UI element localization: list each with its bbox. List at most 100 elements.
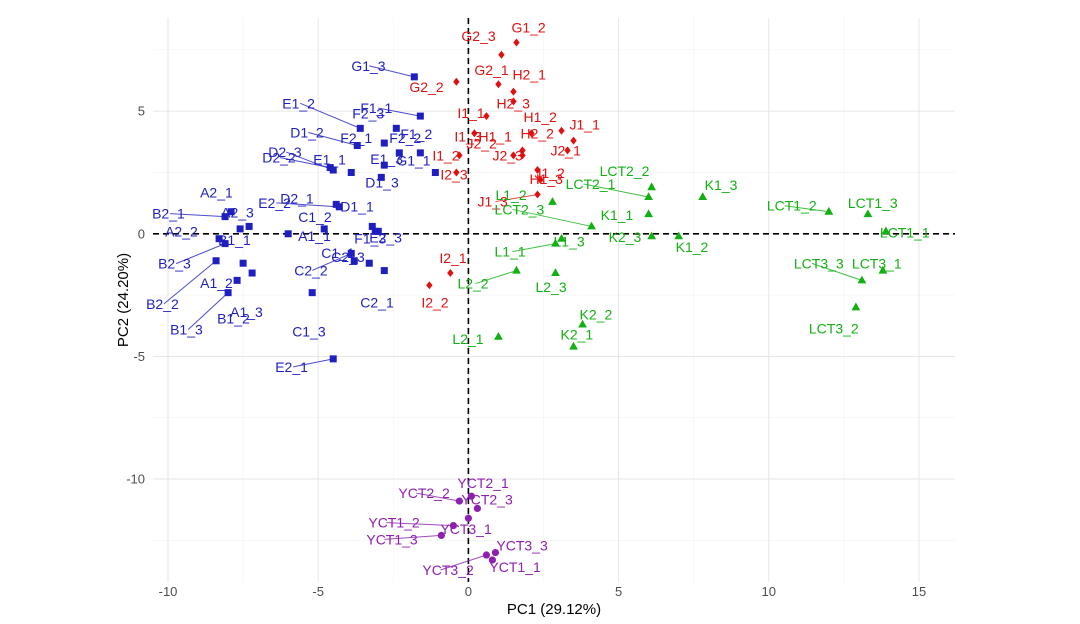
point-label-d2-1: D2_1 — [280, 190, 314, 206]
point-lct1-1 — [881, 226, 891, 235]
point-labels: A1_1 A1_2 A1_3 A2_1 A2_2 A2_3 B1_1 B1_2 B1_3 B2_1… — [146, 20, 930, 579]
point-label-b2-3: B2_3 — [158, 256, 191, 272]
point-k2-3 — [647, 231, 657, 240]
y-tick-label: -5 — [133, 349, 145, 364]
point-label-yct2-1: YCT2_1 — [457, 475, 509, 491]
point-a2-2 — [215, 235, 223, 243]
point-lct3-2 — [851, 302, 861, 311]
point-f2-2 — [395, 149, 403, 157]
x-tick-label: 5 — [615, 584, 622, 599]
point-j1-1 — [570, 136, 577, 145]
point-label-c1-3: C1_3 — [292, 324, 326, 340]
point-f2-3 — [392, 124, 400, 132]
point-label-j1-3: J1_3 — [477, 194, 508, 210]
leader-line — [300, 102, 361, 129]
point-e2-1 — [329, 355, 337, 363]
point-i2-1 — [447, 269, 454, 278]
point-label-h2-3: H2_3 — [496, 95, 530, 111]
point-label-l1-3: L1_3 — [554, 234, 585, 250]
point-label-lct1-1: LCT1_1 — [880, 224, 930, 240]
point-label-f2-1: F2_1 — [340, 130, 372, 146]
axis-ticks: -10 -5 0 5 10 15 -10 -5 0 5 — [126, 104, 926, 599]
point-f1-2 — [416, 149, 424, 157]
point-yct1-2 — [449, 522, 457, 530]
point-b2-3 — [221, 240, 229, 248]
point-l2-2 — [512, 265, 521, 274]
point-yct1-3 — [437, 531, 445, 540]
point-label-j1-2: J1_2 — [534, 165, 565, 181]
point-label-lct2-2: LCT2_2 — [600, 163, 650, 179]
point-label-yct1-3: YCT1_3 — [366, 531, 418, 547]
y-tick-label: 5 — [138, 104, 145, 119]
x-tick-label: 10 — [762, 584, 776, 599]
point-label-c2-1: C2_1 — [360, 295, 394, 311]
point-c2-3 — [365, 259, 373, 267]
y-tick-label: -10 — [126, 472, 145, 487]
point-f1-3 — [374, 227, 382, 235]
point-label-lct3-2: LCT3_2 — [809, 320, 859, 336]
point-i2-3 — [453, 168, 460, 177]
point-label-lct2-1: LCT2_1 — [566, 176, 616, 192]
point-i1-1 — [483, 112, 490, 121]
point-b2-1 — [221, 213, 229, 221]
point-label-e1-3: E1_3 — [370, 151, 403, 167]
point-l2-3 — [551, 268, 560, 277]
point-label-lct2-3: LCT2_3 — [495, 201, 545, 217]
point-label-b2-1: B2_1 — [152, 206, 185, 222]
leader-line — [308, 132, 358, 146]
point-label-c2-2: C2_2 — [294, 262, 328, 278]
point-i1-3 — [471, 129, 478, 138]
point-label-b2-2: B2_2 — [146, 296, 179, 312]
point-label-g1-1: G1_1 — [396, 152, 430, 168]
point-label-g2-3: G2_3 — [461, 28, 495, 44]
point-label-c1-1: C1_1 — [321, 245, 355, 261]
leader-line — [583, 183, 649, 198]
leader-line — [170, 213, 226, 218]
point-d2-3 — [329, 166, 337, 174]
leader-line — [276, 202, 340, 208]
point-h2-2 — [519, 146, 526, 155]
point-b1-3 — [224, 289, 232, 297]
point-a1-1 — [284, 230, 292, 238]
point-j2-2 — [510, 151, 517, 160]
point-label-j2-2: J2_2 — [466, 135, 497, 151]
point-e1-3 — [380, 161, 388, 169]
point-label-yct1-1: YCT1_1 — [489, 559, 541, 575]
point-label-yct3-1: YCT3_1 — [440, 521, 492, 537]
point-label-h1-1: H1_1 — [478, 128, 512, 144]
point-label-h1-3: H1_3 — [529, 171, 563, 187]
point-label-e2-3: E2_3 — [369, 229, 402, 245]
x-tick-label: -5 — [312, 584, 324, 599]
point-lct1-3 — [863, 209, 873, 218]
point-label-h2-1: H2_1 — [512, 67, 546, 83]
point-d1-2 — [353, 142, 361, 150]
point-c2-1 — [380, 267, 388, 275]
point-yct2-2 — [455, 497, 463, 505]
point-label-l2-3: L2_3 — [536, 279, 567, 295]
point-label-d2-2: D2_2 — [262, 150, 296, 166]
point-c2-2 — [347, 249, 355, 257]
point-label-g2-1: G2_1 — [474, 62, 508, 78]
leader-line — [416, 492, 460, 502]
point-k1-2 — [674, 231, 684, 240]
point-k2-2 — [578, 319, 587, 328]
point-j1-2 — [537, 175, 544, 184]
point-a1-2 — [239, 259, 247, 267]
point-label-b1-2: B1_2 — [217, 310, 250, 326]
leader-line — [386, 522, 454, 527]
x-tick-label: 0 — [465, 584, 472, 599]
point-g2-2 — [453, 77, 460, 86]
point-h2-1 — [510, 87, 517, 96]
point-label-k1-1: K1_1 — [601, 207, 634, 223]
point-k1-3 — [698, 192, 708, 201]
x-axis-title: PC1 (29.12%) — [507, 601, 601, 618]
leader-line — [384, 534, 442, 540]
point-e1-2 — [356, 124, 364, 132]
point-f1-1 — [416, 112, 424, 120]
point-h1-3 — [534, 166, 541, 175]
point-label-yct3-3: YCT3_3 — [496, 538, 548, 554]
plot-panel — [153, 18, 955, 582]
point-label-i1-2: I1_2 — [432, 147, 459, 163]
point-label-lct3-3: LCT3_3 — [794, 255, 844, 271]
